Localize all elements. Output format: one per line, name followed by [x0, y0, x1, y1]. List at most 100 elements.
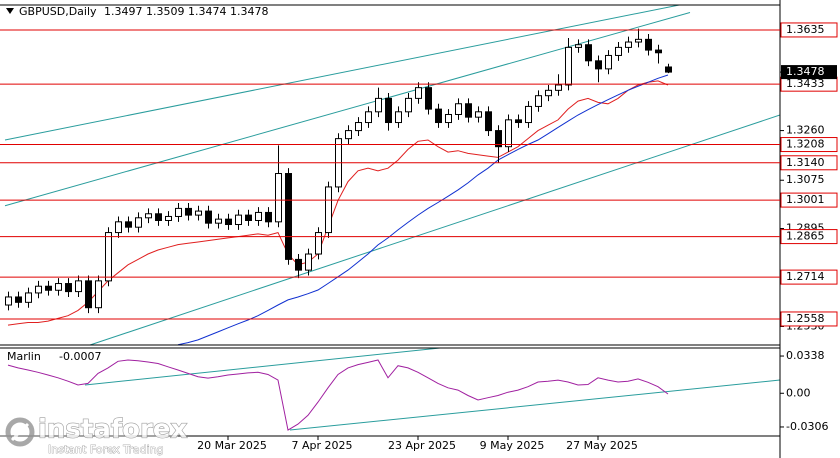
candle-body — [395, 111, 402, 124]
candle-body — [5, 296, 12, 306]
candle-body — [55, 283, 62, 291]
trendline — [84, 348, 441, 386]
candle-body — [105, 232, 112, 282]
level-label-box — [780, 155, 838, 171]
y-tick-label: 1.3075 — [786, 173, 825, 186]
indicator-plot — [7, 348, 780, 431]
candle-body — [645, 38, 652, 51]
indicator-header: Marlin -0.0007 — [7, 350, 101, 363]
level-label: 1.3433 — [786, 77, 825, 90]
candle-body — [565, 46, 572, 86]
candle-body — [235, 214, 242, 226]
watermark-slogan: Instant Forex Trading — [48, 443, 164, 456]
level-label-box — [780, 22, 838, 38]
price-plot — [4, 5, 780, 345]
y-tick-label: 0.0338 — [786, 349, 825, 362]
candle-body — [85, 280, 92, 309]
candle-body — [125, 221, 132, 228]
symbol-title: GBPUSD,Daily — [19, 5, 97, 18]
candle-body — [115, 221, 122, 234]
y-tick-label: -0.0306 — [786, 420, 828, 433]
indicator-name: Marlin — [7, 350, 41, 363]
candle-body — [465, 103, 472, 118]
level-label: 1.2558 — [786, 312, 825, 325]
trendline — [4, 5, 682, 141]
candle-body — [445, 113, 452, 124]
watermark-logo — [10, 422, 30, 442]
candle-body — [535, 95, 542, 107]
candle-body — [95, 280, 102, 309]
x-tick-label: 20 Mar 2025 — [197, 439, 267, 452]
candle-body — [545, 89, 552, 97]
candle-body — [305, 253, 312, 271]
candle-body — [595, 60, 602, 70]
candle-body — [315, 232, 322, 255]
header: GBPUSD,Daily 1.3497 1.3509 1.3474 1.3478 — [19, 5, 269, 18]
candle-body — [25, 292, 32, 303]
candle-body — [135, 217, 142, 228]
level-label-box — [780, 137, 838, 153]
candle-body — [265, 211, 272, 223]
candle-body — [455, 103, 462, 115]
price-label-box — [781, 65, 837, 80]
candle-body — [255, 211, 262, 221]
candle-body — [245, 214, 252, 221]
candle-body — [215, 218, 222, 224]
candle-body — [485, 111, 492, 132]
watermark-logo — [5, 417, 35, 447]
candle-body — [165, 215, 172, 221]
level-label: 1.3001 — [786, 193, 825, 206]
level-label: 1.2714 — [786, 270, 825, 283]
candle-body — [345, 130, 352, 140]
level-label: 1.3635 — [786, 23, 825, 36]
candle-body — [435, 108, 442, 124]
header-high: 1.3509 — [146, 5, 185, 18]
candle-body — [145, 213, 152, 219]
x-tick-label: 7 Apr 2025 — [291, 439, 352, 452]
candle-body — [275, 173, 282, 223]
level-label-box — [780, 192, 838, 208]
indicator-line — [7, 359, 669, 431]
candle-body — [415, 87, 422, 99]
candle-body — [15, 296, 22, 303]
candle-body — [285, 173, 292, 260]
candle-body — [355, 122, 362, 132]
price-label: 1.3478 — [786, 65, 825, 78]
x-tick-label: 27 May 2025 — [566, 439, 638, 452]
candle-body — [505, 119, 512, 148]
candle-body — [585, 44, 592, 62]
level-label-box — [780, 229, 838, 245]
level-label: 1.3140 — [786, 156, 825, 169]
candle-body — [475, 111, 482, 118]
candle-body — [525, 105, 532, 124]
menu-triangle[interactable] — [6, 8, 14, 14]
header-low: 1.3474 — [188, 5, 227, 18]
candle-body — [555, 84, 562, 91]
candle-body — [385, 97, 392, 124]
level-label: 1.3208 — [786, 138, 825, 151]
candle-body — [155, 213, 162, 221]
candle-body — [655, 49, 662, 54]
candle-body — [175, 207, 182, 217]
candle-body — [665, 66, 672, 73]
candle-body — [75, 280, 82, 293]
candle-body — [365, 111, 372, 124]
candle-body — [185, 207, 192, 216]
candle-body — [605, 54, 612, 70]
candle-body — [195, 210, 202, 216]
candle-body — [205, 210, 212, 224]
moving-average — [177, 74, 669, 345]
candle-body — [45, 285, 52, 291]
candle-body — [635, 38, 642, 43]
candle-body — [625, 41, 632, 48]
candle-body — [615, 46, 622, 56]
level-label: 1.2865 — [786, 230, 825, 243]
candle-body — [295, 258, 302, 271]
level-label-box — [780, 311, 838, 327]
header-close: 1.3478 — [230, 5, 269, 18]
header-open: 1.3497 — [104, 5, 143, 18]
candle-body — [375, 97, 382, 113]
candle-body — [325, 186, 332, 234]
